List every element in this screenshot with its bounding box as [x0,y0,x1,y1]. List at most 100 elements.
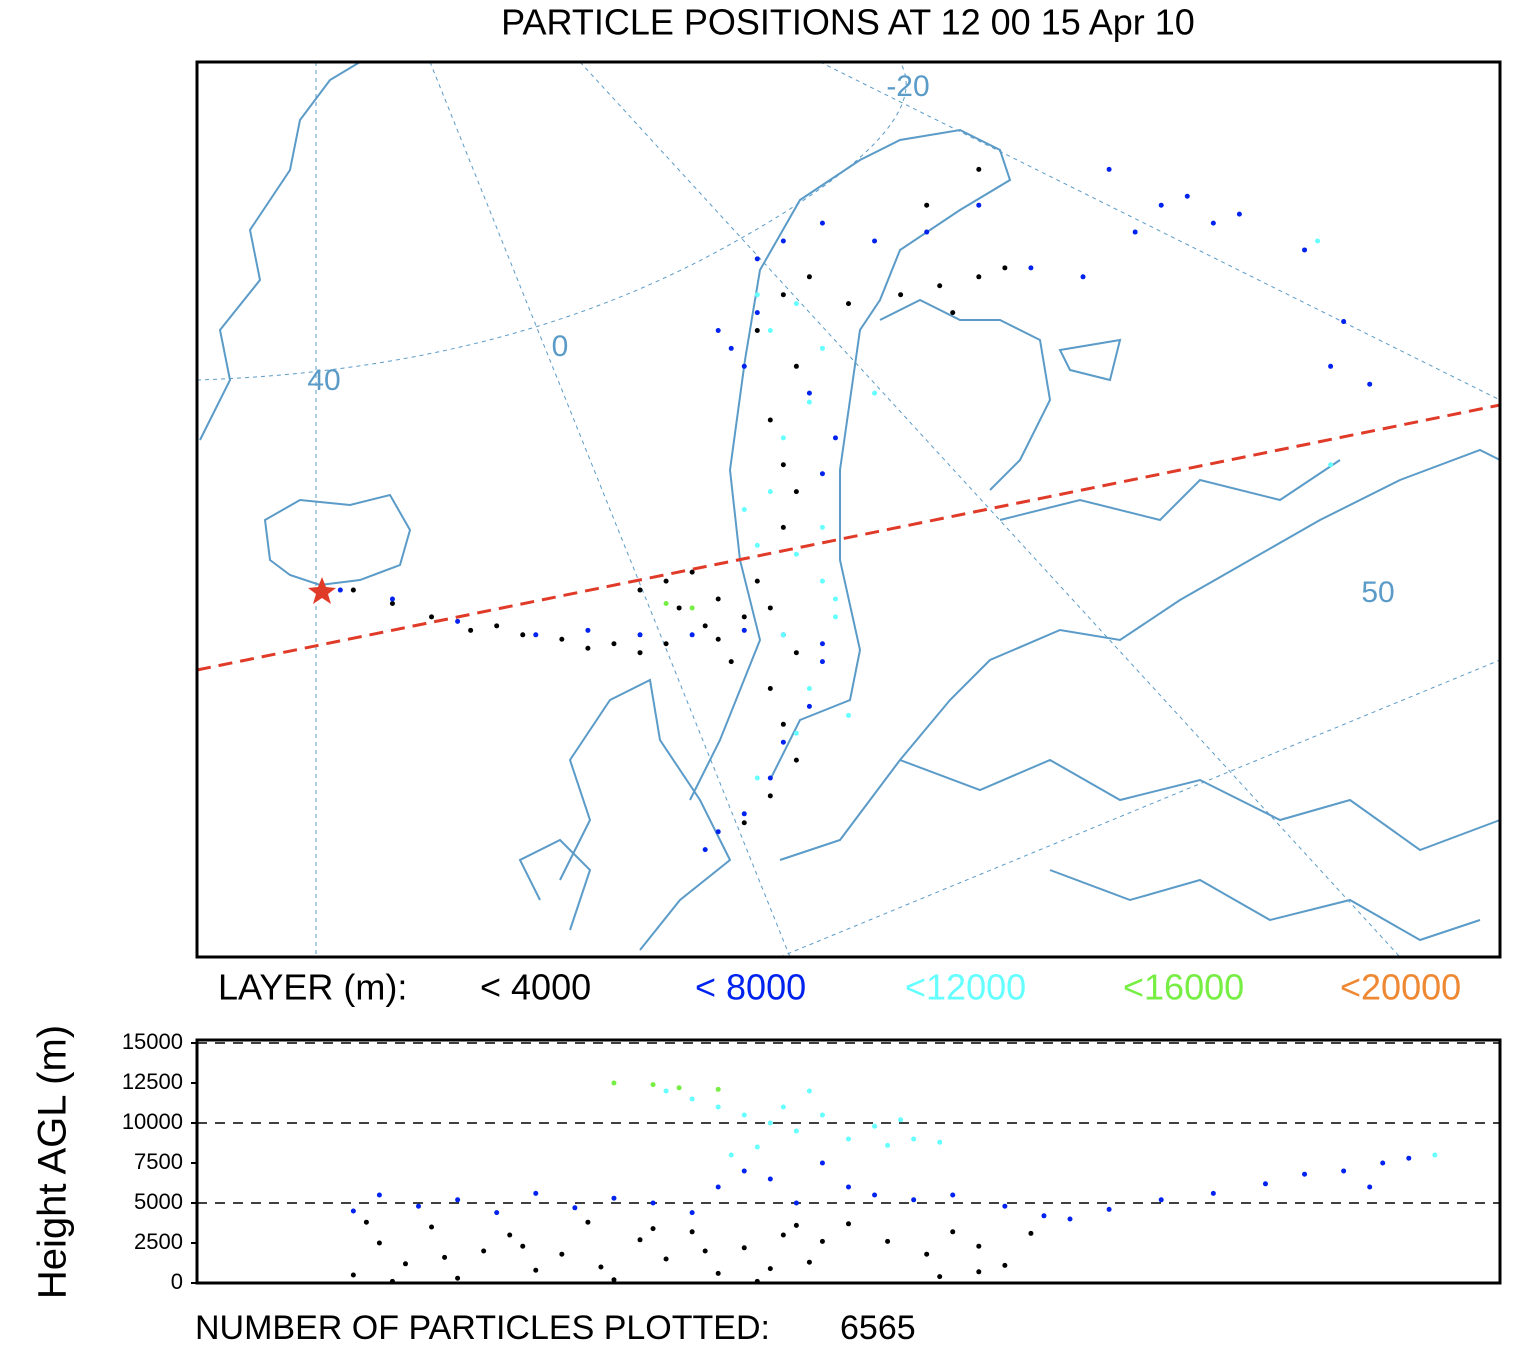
particle [767,328,773,333]
y-tick-label: 15000 [122,1029,183,1054]
particle [715,596,721,602]
particle [767,686,773,691]
particle [611,1080,617,1086]
particle [611,1277,617,1283]
particle [806,390,812,396]
particle [429,614,435,620]
particle [885,1142,891,1148]
particle [780,238,786,244]
particle [976,1269,982,1275]
particle [780,632,786,638]
particle [780,524,786,530]
particle [1210,1190,1216,1196]
particle [741,1168,747,1174]
particle [937,283,943,289]
legend-entry: <12000 [905,967,1026,1008]
particle [1380,1160,1386,1166]
particle [924,1251,930,1257]
particle [898,1117,904,1123]
particle [728,659,734,665]
particle [819,641,825,647]
particle [793,757,799,763]
particle [780,1232,786,1238]
particle [819,1160,825,1166]
particle [741,363,747,369]
y-tick-label: 10000 [122,1109,183,1134]
particle [793,1200,799,1206]
particle [1328,462,1334,468]
particle [520,1243,526,1249]
particle [780,435,786,441]
particle [494,623,500,629]
particle [741,820,747,826]
particle [1028,265,1034,271]
particle [793,1128,799,1134]
particle [911,1197,917,1203]
particle [754,328,760,333]
particle [832,614,838,620]
y-tick-label: 5000 [134,1189,183,1214]
particle [1028,1230,1034,1236]
particle [663,1256,669,1262]
particle [754,256,760,262]
particle [689,569,695,575]
particle [585,645,591,651]
particle [806,703,812,709]
particle [663,578,669,584]
particle [806,686,812,691]
particle [1406,1155,1412,1161]
particle [793,551,799,557]
particle [741,614,747,620]
particle [1210,220,1216,226]
particle [1302,1171,1308,1177]
particle [806,1259,812,1265]
graticule-label: 40 [307,364,340,397]
particle [637,587,643,593]
particle [715,829,721,835]
particle [728,345,734,351]
particle [976,1243,982,1249]
particle [637,1237,643,1243]
particle [650,1082,656,1088]
particle [1002,1203,1008,1209]
particle [754,292,760,298]
particle [754,542,760,548]
particle [715,1086,721,1092]
particle [1106,1206,1112,1212]
particle [1302,247,1308,253]
particle [819,1112,825,1118]
particle [572,1205,578,1211]
particle [872,1123,878,1129]
particle [846,301,851,307]
particle [754,775,760,781]
particle [754,310,760,316]
particle [872,390,878,396]
particle [481,1248,487,1254]
particle [819,524,825,530]
particle [702,1248,708,1254]
particle [585,1219,591,1225]
particle [533,632,539,638]
particle [937,1274,943,1280]
particle [715,1104,721,1110]
particle [559,636,565,642]
particle [676,1085,682,1091]
particle [389,596,395,602]
particle [924,202,930,208]
particle [819,471,825,477]
map-points [337,166,1373,853]
particle [846,1136,851,1142]
particle [337,587,343,593]
particle [754,1144,760,1150]
particle [689,1096,695,1102]
particle [806,399,812,405]
particle [1158,202,1164,208]
particle [350,587,356,593]
particle [793,650,799,656]
particle [1041,1213,1047,1219]
particle [1315,238,1321,244]
particle [455,1275,461,1281]
particle [793,489,799,495]
particle [442,1254,448,1260]
